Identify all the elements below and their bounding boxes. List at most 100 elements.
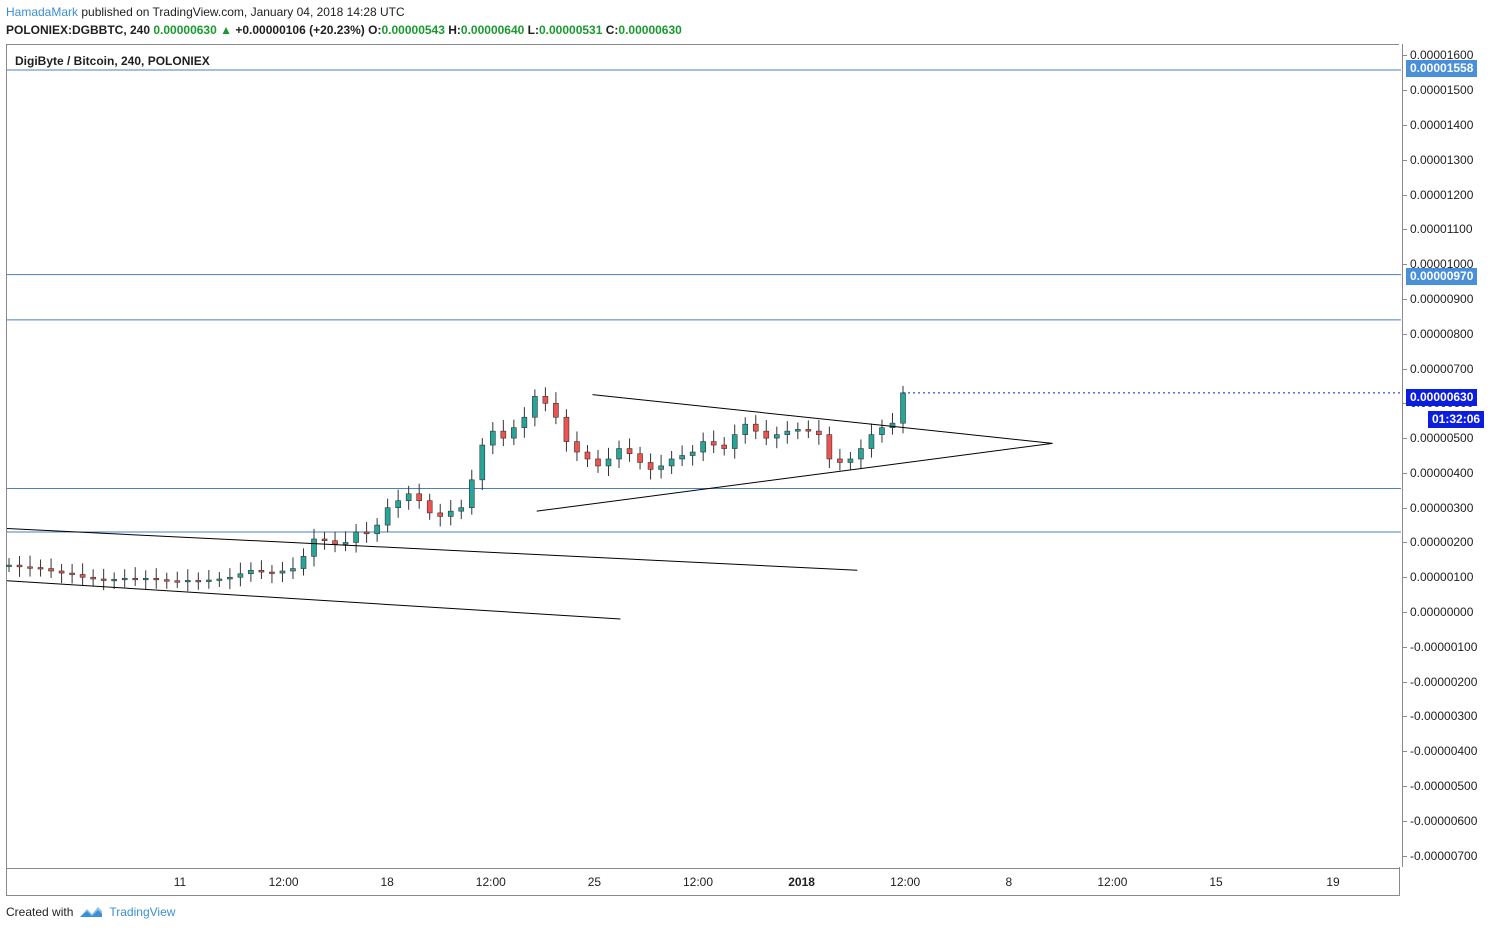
- candle-body: [290, 568, 296, 572]
- candle-body: [542, 396, 549, 404]
- candle-body: [511, 427, 517, 439]
- y-tick-label: -0.00000300: [1410, 709, 1478, 724]
- candle-body: [437, 512, 444, 517]
- candle-body: [742, 423, 749, 435]
- created-with-text: Created with: [6, 905, 74, 919]
- trend-line: [6, 580, 621, 620]
- close-value: 0.00000630: [618, 23, 682, 37]
- candle-body: [468, 479, 475, 508]
- open-label: O:: [368, 23, 382, 37]
- price-axis-border: [1402, 44, 1403, 867]
- candle-body: [100, 578, 107, 581]
- candle-body: [521, 416, 528, 428]
- x-tick-label: 18: [380, 875, 394, 889]
- y-tick-label: 0.00001000: [1410, 257, 1474, 272]
- candle-body: [773, 434, 780, 439]
- candle-body: [269, 571, 275, 574]
- candle-body: [679, 455, 685, 460]
- candle-body: [637, 453, 643, 463]
- candle-body: [752, 423, 759, 432]
- x-tick-label: 12:00: [682, 875, 714, 889]
- candle-body: [6, 564, 12, 567]
- candle-body: [500, 430, 507, 439]
- candle-body: [553, 403, 559, 418]
- triangle-up-icon: ▲: [220, 23, 233, 37]
- candle-body: [574, 441, 580, 453]
- y-tick-mark: [1402, 785, 1407, 787]
- candle-body: [763, 430, 770, 439]
- chart-pane[interactable]: [6, 44, 1399, 869]
- x-tick-label: 12:00: [1097, 875, 1128, 889]
- y-tick-mark: [1402, 438, 1407, 440]
- candle-body: [479, 444, 486, 481]
- candle-body: [816, 430, 822, 435]
- y-tick-mark: [1402, 90, 1407, 92]
- x-tick-label: 2018: [788, 875, 815, 889]
- y-tick-mark: [1402, 55, 1407, 57]
- x-tick-label: 12:00: [890, 875, 921, 889]
- candle-body: [248, 570, 254, 575]
- author-link[interactable]: HamadaMark: [6, 5, 79, 19]
- trend-line: [6, 528, 858, 571]
- candle-body: [111, 579, 117, 582]
- y-tick-label: 0.00001600: [1410, 48, 1474, 63]
- y-tick-mark: [1402, 646, 1407, 648]
- y-tick-label: 0.00000000: [1410, 605, 1474, 620]
- y-tick-mark: [1402, 298, 1407, 300]
- candle-body: [700, 441, 706, 453]
- high-label: H:: [448, 23, 461, 37]
- candle-body: [58, 570, 65, 574]
- candle-body: [490, 430, 496, 446]
- y-tick-mark: [1402, 194, 1407, 196]
- footer: Created with TradingView: [6, 905, 175, 919]
- candle-body: [16, 564, 23, 568]
- y-tick-label: 0.00001100: [1410, 222, 1473, 237]
- y-tick-label: 0.00000700: [1410, 361, 1474, 376]
- candle-body: [626, 448, 633, 455]
- candle-body: [731, 434, 738, 449]
- level-badge-mid: 0.00000970: [1406, 268, 1478, 285]
- y-tick-mark: [1402, 229, 1407, 231]
- pane-title: DigiByte / Bitcoin, 240, POLONIEX: [15, 54, 210, 68]
- candle-body: [868, 434, 875, 449]
- candle-body: [353, 531, 359, 543]
- y-tick-label: 0.00001500: [1410, 83, 1474, 98]
- candle-body: [616, 448, 622, 460]
- candle-body: [710, 441, 717, 446]
- y-tick-label: -0.00000600: [1410, 813, 1478, 828]
- candle-body: [332, 540, 338, 545]
- candle-body: [858, 448, 864, 460]
- y-tick-mark: [1402, 542, 1407, 544]
- candle-body: [595, 458, 601, 467]
- x-tick-label: 8: [1005, 875, 1013, 889]
- candle-body: [79, 574, 86, 578]
- candle-body: [311, 538, 317, 557]
- candle-body: [48, 568, 54, 572]
- y-tick-mark: [1402, 125, 1407, 126]
- y-tick-label: 0.00001300: [1410, 152, 1474, 167]
- candle-body: [237, 573, 244, 578]
- y-tick-mark: [1402, 472, 1407, 474]
- open-value: 0.00000543: [381, 23, 445, 37]
- time-axis[interactable]: [6, 867, 1400, 896]
- candle-body: [206, 579, 212, 582]
- y-tick-label: 0.00001400: [1410, 118, 1474, 132]
- candle-body: [374, 524, 380, 535]
- y-tick-label: 0.00000800: [1410, 326, 1474, 341]
- x-tick-label: 15: [1209, 875, 1223, 889]
- candle-body: [258, 570, 265, 573]
- level-badge-top: 0.00001558: [1406, 60, 1478, 77]
- y-tick-label: 0.00000200: [1410, 535, 1474, 550]
- candle-body: [90, 576, 96, 580]
- tradingview-link[interactable]: TradingView: [109, 905, 176, 919]
- candle-body: [395, 500, 401, 508]
- candle-body: [900, 392, 906, 424]
- candle-body: [689, 451, 696, 456]
- candle-body: [174, 580, 181, 583]
- bar-countdown-badge: 01:32:06: [1428, 411, 1485, 428]
- candle-body: [384, 507, 391, 526]
- y-tick-mark: [1402, 855, 1407, 857]
- candle-body: [668, 458, 675, 467]
- low-value: 0.00000531: [539, 23, 603, 37]
